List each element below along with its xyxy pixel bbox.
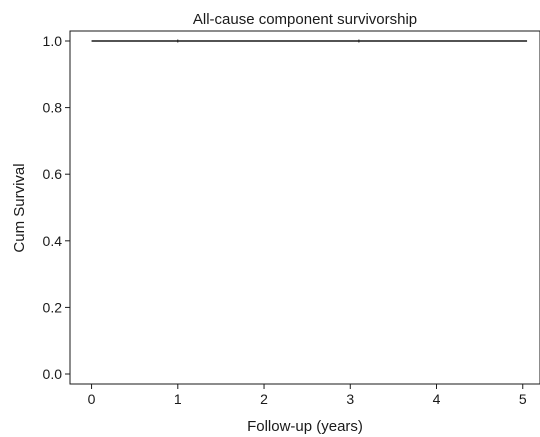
x-axis: 0 1 2 3 4 5 (88, 384, 527, 407)
y-axis-label: Cum Survival (11, 163, 28, 252)
x-tick-label: 4 (433, 391, 441, 407)
x-tick-label: 1 (174, 391, 182, 407)
x-axis-label: Follow-up (years) (247, 418, 363, 435)
plot-frame (69, 30, 540, 385)
x-tick-label: 0 (88, 391, 96, 407)
y-tick-label: 0.4 (43, 233, 63, 249)
y-tick-label: 0.2 (43, 299, 63, 315)
y-tick-label: 0.6 (43, 166, 63, 182)
y-axis: 0.0 0.2 0.4 0.6 0.8 1.0 (43, 33, 70, 382)
y-tick-label: 1.0 (43, 33, 63, 49)
x-tick-label: 3 (346, 391, 354, 407)
chart-title: All-cause component survivorship (193, 11, 417, 28)
x-tick-label: 5 (519, 391, 527, 407)
series-layer (91, 39, 528, 43)
y-tick-label: 0.8 (43, 100, 63, 116)
x-tick-label: 2 (260, 391, 268, 407)
y-tick-label: 0.0 (43, 366, 63, 382)
